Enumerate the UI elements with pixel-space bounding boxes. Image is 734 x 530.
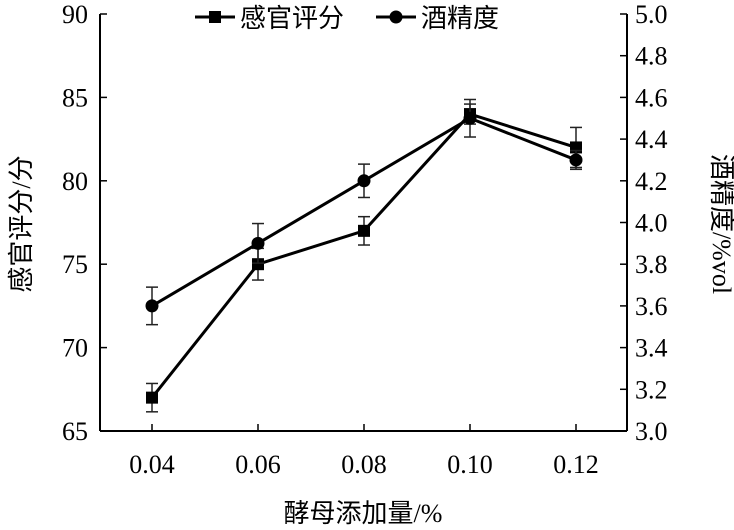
y-left-tick-label: 80: [62, 167, 88, 196]
data-point-circle: [145, 299, 159, 313]
legend-marker-square: [209, 11, 221, 23]
series-line-square: [150, 112, 577, 399]
x-tick-label: 0.12: [553, 450, 599, 479]
y-right-tick-label: 5.0: [635, 0, 668, 29]
axes: 65 70 75 80 85 90 3.0 3.2 3.4 3.6 3.8 4.0 4.2 4.4 4.6 4…: [62, 0, 668, 479]
y-right-tick-label: 4.2: [635, 167, 668, 196]
y-right-tick-label: 3.6: [635, 292, 668, 321]
data-point-circle: [463, 111, 477, 125]
x-tick-label: 0.08: [341, 450, 387, 479]
y-right-tick-label: 4.8: [635, 42, 668, 71]
data-point-square: [252, 258, 264, 271]
y-right-tick-label: 3.2: [635, 375, 668, 404]
legend-label-alcohol: 酒精度: [421, 4, 499, 33]
series-marks: [145, 98, 583, 413]
y-right-tick-label: 4.0: [635, 209, 668, 238]
y-right-tick-label: 3.8: [635, 250, 668, 279]
x-tick-label: 0.04: [129, 450, 175, 479]
data-point-square: [146, 391, 158, 404]
data-point-circle: [569, 153, 583, 167]
series-line-circle: [151, 116, 577, 308]
x-tick-label: 0.10: [447, 450, 493, 479]
y-left-tick-label: 65: [62, 417, 88, 446]
y-left-tick-label: 90: [62, 0, 88, 29]
y-right-tick-label: 3.4: [635, 334, 668, 363]
y-right-tick-label: 4.4: [635, 125, 668, 154]
data-point-circle: [357, 174, 371, 188]
data-point-circle: [251, 236, 265, 250]
y-left-tick-label: 75: [62, 250, 88, 279]
data-point-square: [358, 224, 370, 237]
y-left-tick-label: 85: [62, 83, 88, 112]
y-axis-left-label: 感官评分/分: [7, 155, 36, 292]
y-left-tick-label: 70: [62, 334, 88, 363]
legend: 感官评分 酒精度: [195, 4, 499, 33]
y-right-tick-label: 4.6: [635, 83, 668, 112]
x-axis-label: 酵母添加量/%: [284, 499, 443, 528]
y-right-tick-label: 3.0: [635, 417, 668, 446]
y-axis-right-label: 酒精度/%vol: [707, 154, 734, 294]
legend-marker-circle: [389, 10, 403, 24]
legend-label-sensory-score: 感官评分: [240, 4, 344, 33]
x-tick-label: 0.06: [235, 450, 281, 479]
